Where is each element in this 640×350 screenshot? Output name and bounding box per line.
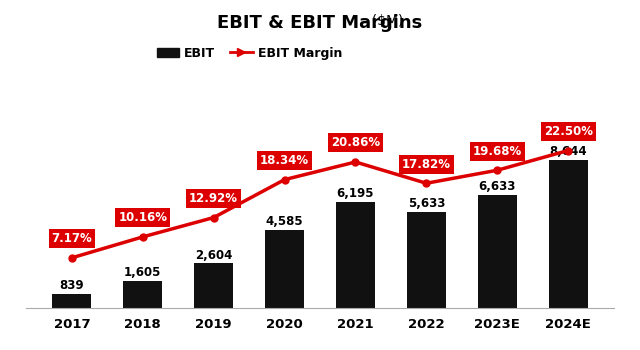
Text: 12.92%: 12.92% — [189, 192, 238, 205]
Bar — [548, 160, 588, 308]
Bar — [194, 264, 233, 308]
Text: 1,605: 1,605 — [124, 266, 161, 279]
Text: 839: 839 — [60, 279, 84, 292]
Text: 18.34%: 18.34% — [260, 154, 309, 167]
Text: 22.50%: 22.50% — [543, 125, 593, 138]
Bar — [52, 294, 92, 308]
Text: 17.82%: 17.82% — [402, 158, 451, 171]
Text: 10.16%: 10.16% — [118, 211, 167, 224]
Bar — [477, 195, 516, 308]
Text: 20.86%: 20.86% — [331, 136, 380, 149]
Text: 6,633: 6,633 — [479, 180, 516, 193]
Text: 4,585: 4,585 — [266, 215, 303, 228]
Bar — [265, 230, 304, 308]
Bar — [407, 212, 446, 308]
Legend: EBIT, EBIT Margin: EBIT, EBIT Margin — [152, 42, 347, 65]
Text: 5,633: 5,633 — [408, 197, 445, 210]
Text: 8,644: 8,644 — [549, 145, 587, 159]
Text: ($M): ($M) — [236, 14, 404, 28]
Bar — [336, 202, 375, 308]
Text: EBIT & EBIT Margins: EBIT & EBIT Margins — [218, 14, 422, 32]
Text: 19.68%: 19.68% — [472, 145, 522, 158]
Text: 7.17%: 7.17% — [51, 232, 92, 245]
Text: 2,604: 2,604 — [195, 249, 232, 262]
Bar — [124, 281, 163, 308]
Text: 6,195: 6,195 — [337, 187, 374, 200]
